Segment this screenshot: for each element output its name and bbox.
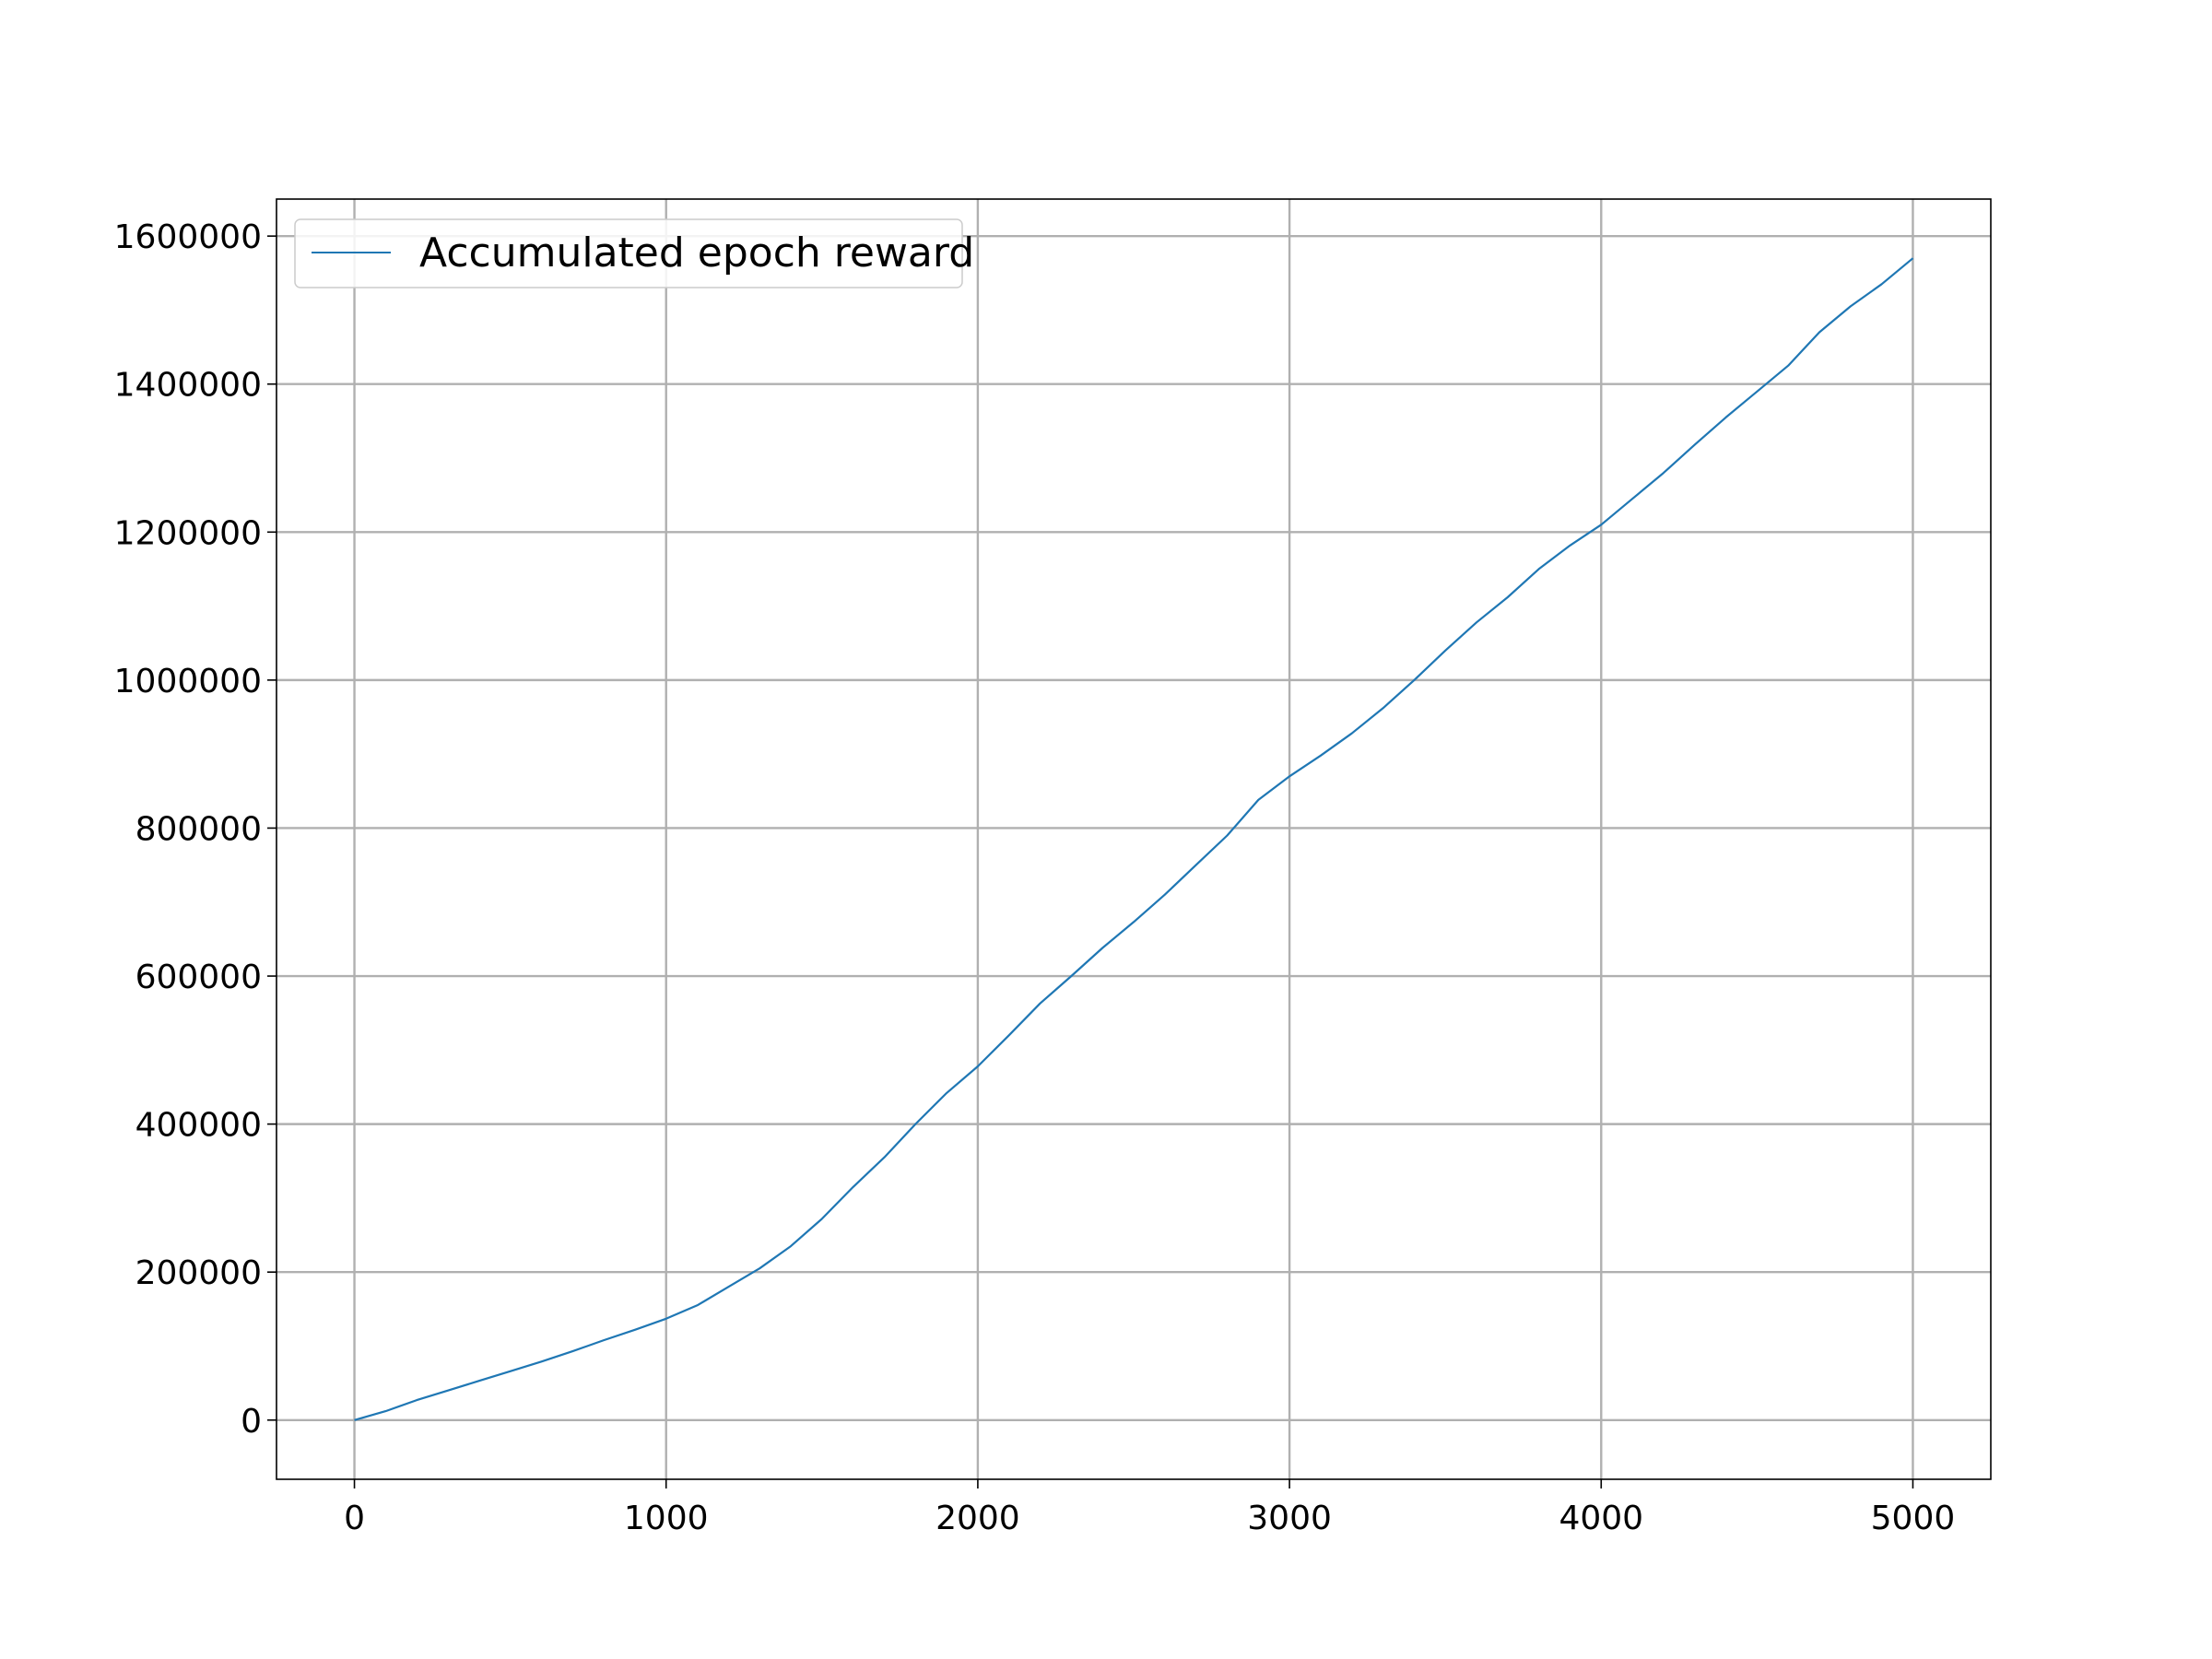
y-tick-label: 1600000 [114,218,262,256]
y-tick-label: 1000000 [114,663,262,700]
y-tick-label: 400000 [135,1107,262,1145]
x-tick-label: 1000 [624,1500,709,1537]
y-tick-label: 0 [241,1403,262,1441]
x-tick-label: 4000 [1559,1500,1643,1537]
plot-background [276,199,1991,1479]
x-tick-label: 2000 [935,1500,1020,1537]
y-tick-label: 1200000 [114,514,262,552]
x-tick-label: 5000 [1871,1500,1956,1537]
legend-box [294,218,963,288]
grid-lines [276,199,1991,1479]
series-line-accumulated-epoch-reward [354,257,1914,1421]
x-tick-label: 3000 [1247,1500,1332,1537]
y-tick-label: 600000 [135,959,262,996]
data-series [354,257,1914,1421]
y-tick-label: 200000 [135,1254,262,1292]
y-tick-label: 800000 [135,810,262,848]
x-tick-label: 0 [344,1500,365,1537]
y-tick-label: 1400000 [114,367,262,405]
legend-label: Accumulated epoch reward [419,229,974,276]
plot-frame [276,198,1992,1480]
legend: Accumulated epoch reward [294,218,974,288]
axis-ticks: 0 1000 2000 3000 4000 5000 0 200000 400000 600000… [114,218,1956,1537]
